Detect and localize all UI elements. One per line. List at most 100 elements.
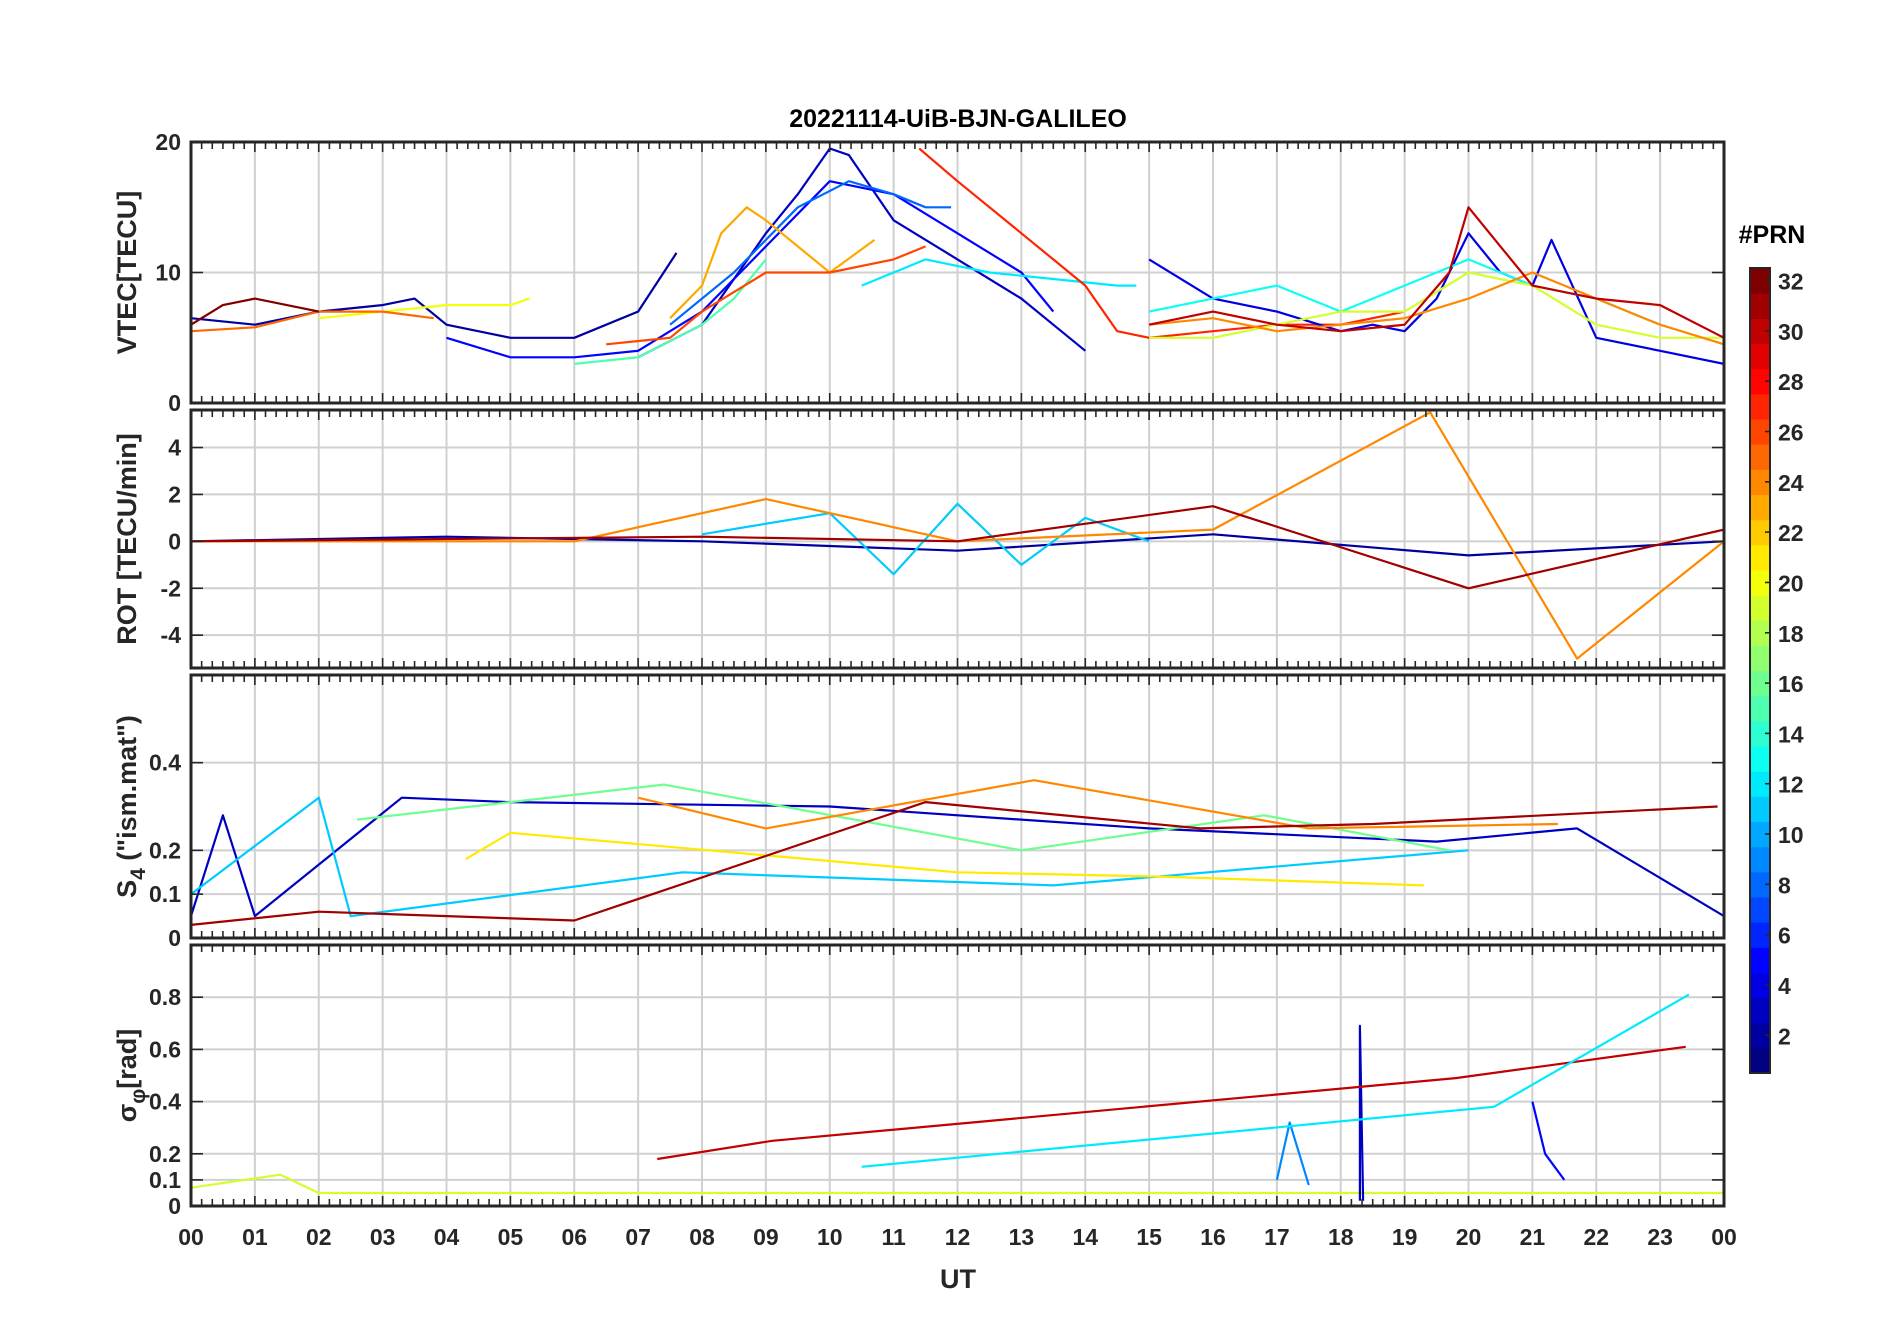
colorbar-segment (1750, 293, 1770, 319)
panel-sigma: 00.10.2 0.4 0.6 0.8 σφ[rad] (112, 943, 1726, 1219)
x-tick-label: 01 (242, 1224, 268, 1250)
series-line-prn-21 (465, 831, 1424, 887)
series-group (191, 779, 1724, 926)
series-line-prn-12 (861, 258, 1137, 287)
colorbar-tick-label: 26 (1778, 420, 1804, 446)
x-tick-label: 03 (370, 1224, 396, 1250)
colorbar-segment (1750, 1047, 1770, 1074)
x-tick-label: 13 (1009, 1224, 1035, 1250)
series-line-prn-26 (606, 245, 927, 346)
colorbar-tick-label: 18 (1778, 621, 1804, 647)
x-tick-label: 22 (1583, 1224, 1609, 1250)
panel-vtec: 0 10 20 VTEC[TECU] (112, 129, 1726, 416)
x-tick-label: 16 (1200, 1224, 1226, 1250)
colorbar-segment (1750, 771, 1770, 797)
colorbar-tick-label: 32 (1778, 269, 1804, 295)
colorbar-segment (1750, 444, 1770, 470)
colorbar-label: #PRN (1739, 221, 1806, 249)
x-tick-label: 12 (945, 1224, 971, 1250)
y-tick-label: -4 (161, 622, 182, 648)
series-line-prn-30 (1148, 206, 1724, 339)
y-tick-label: 0.8 (149, 984, 181, 1010)
colorbar-tick-label: 30 (1778, 319, 1804, 345)
y-tick-label: 4 (168, 435, 181, 461)
colorbar-frame (1749, 267, 1771, 1074)
series-group (191, 147, 1724, 365)
y-axis-label-rot: ROT [TECU/min] (112, 433, 142, 644)
y-axis-label-vtec: VTEC[TECU] (112, 191, 142, 355)
series-line-prn-11 (191, 796, 1469, 918)
colorbar-segment (1750, 997, 1770, 1024)
series-line-prn-2 (191, 533, 1724, 557)
colorbar-segment (1750, 418, 1770, 445)
y-tick-label: 0 (168, 1193, 181, 1219)
colorbar-segment (1750, 720, 1770, 747)
y-tick-label: 20 (155, 129, 181, 155)
x-tick-label: 06 (561, 1224, 587, 1250)
x-tick-label: 11 (881, 1224, 906, 1250)
colorbar-tick-label: 20 (1778, 570, 1804, 596)
series-line-prn-24 (1148, 271, 1724, 346)
colorbar-segment (1750, 972, 1770, 999)
y-tick-label: 0.6 (149, 1036, 181, 1062)
series-line-prn-5 (1531, 1101, 1566, 1181)
y-axis-label-sigma: σφ[rad] (112, 1029, 150, 1123)
series-line-prn-23 (669, 206, 876, 319)
colorbar-tick-label: 22 (1778, 520, 1804, 546)
series-line-prn-8 (669, 180, 952, 326)
colorbar-segment (1750, 871, 1770, 898)
colorbar-segment (1750, 947, 1770, 973)
y-tick-label: 0.1 (149, 881, 181, 907)
series-group (191, 993, 1724, 1201)
x-tick-label: 17 (1264, 1224, 1290, 1250)
series-line-prn-9 (1275, 1121, 1310, 1186)
series-line-prn-31 (191, 801, 1718, 926)
panel-rot: -4 -2 0 2 4 ROT [TECU/min] (112, 408, 1726, 670)
colorbar-segment (1750, 695, 1770, 722)
x-tick-label: 18 (1328, 1224, 1354, 1250)
series-line-prn-19 (1149, 271, 1724, 339)
colorbar-segment (1750, 343, 1770, 370)
colorbar-segment (1750, 821, 1770, 848)
x-tick-label: 05 (498, 1224, 524, 1250)
x-tick-label: 10 (817, 1224, 843, 1250)
chart-title: 20221114-UiB-BJN-GALILEO (789, 105, 1127, 133)
colorbar-tick-label: 14 (1778, 721, 1804, 747)
colorbar-segment (1750, 595, 1770, 621)
panel-frame (189, 673, 1726, 940)
y-tick-label: 2 (168, 481, 181, 507)
series-line-prn-3 (637, 147, 1086, 359)
panel-s4: 0 0.1 0.2 0.4S4 ("ism.mat") (112, 673, 1726, 951)
x-tick-label: 00 (1711, 1224, 1737, 1250)
colorbar-tick-label: 24 (1778, 470, 1804, 496)
colorbar-segment (1750, 922, 1770, 948)
y-tick-label: 0 (168, 925, 181, 951)
colorbar-tick-label: 28 (1778, 369, 1804, 395)
colorbar-tick-label: 10 (1778, 822, 1804, 848)
colorbar-tick-label: 8 (1778, 872, 1791, 898)
series-line-prn-31 (191, 505, 1724, 590)
colorbar-segment (1750, 368, 1770, 395)
series-line-prn-3 (1358, 1024, 1365, 1201)
x-tick-label: 19 (1392, 1224, 1418, 1250)
series-line-prn-19 (191, 1173, 1724, 1195)
x-tick-label: 08 (689, 1224, 715, 1250)
colorbar-tick-label: 16 (1778, 671, 1804, 697)
series-line-prn-5 (446, 180, 1055, 359)
x-tick-label: 07 (625, 1224, 651, 1250)
colorbar-segment (1750, 670, 1770, 697)
colorbar-segment (1750, 393, 1770, 420)
y-tick-label: 0.4 (149, 750, 181, 776)
series-line-prn-27 (918, 147, 1405, 339)
x-tick-label: 09 (753, 1224, 779, 1250)
colorbar-segment (1750, 846, 1770, 873)
x-tick-label: 14 (1072, 1224, 1098, 1250)
x-tick-label: 04 (434, 1224, 460, 1250)
colorbar-segment (1750, 620, 1770, 646)
colorbar-tick-label: 6 (1778, 923, 1791, 949)
y-tick-label: 0 (168, 390, 181, 416)
colorbar-tick-label: 12 (1778, 772, 1804, 798)
colorbar-segment (1750, 544, 1770, 571)
y-tick-label: 0.1 (149, 1167, 181, 1193)
